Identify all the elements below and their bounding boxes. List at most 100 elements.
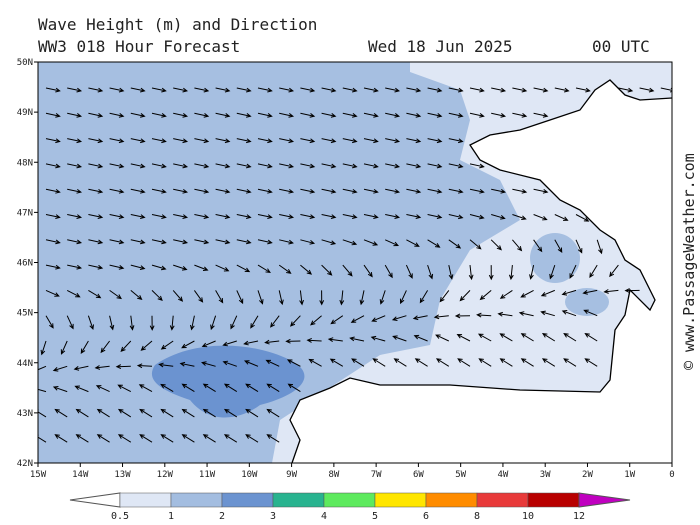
wave-arrow: [194, 264, 209, 271]
wave-arrow: [469, 188, 485, 194]
wave-arrow: [363, 214, 379, 219]
wave-arrow: [151, 87, 167, 93]
wave-arrow: [245, 383, 259, 393]
wave-arrow: [117, 408, 132, 418]
wave-arrow: [45, 315, 54, 329]
wave-arrow: [596, 239, 603, 255]
sea-patch: [530, 233, 580, 283]
title: Wave Height (m) and Direction: [38, 15, 317, 34]
wave-arrow: [393, 358, 407, 367]
lon-label: 8W: [328, 470, 339, 480]
wave-arrow: [130, 188, 146, 194]
wave-arrow: [350, 315, 365, 323]
wave-arrow: [518, 311, 534, 317]
lon-label: 3W: [540, 470, 551, 480]
sea-patch: [565, 288, 609, 316]
wave-arrow: [117, 434, 132, 443]
wave-arrow: [173, 239, 189, 245]
wave-arrow: [319, 290, 325, 306]
wave-arrow: [202, 408, 216, 418]
wave-arrow: [279, 87, 295, 93]
colorbar-label: 3: [270, 511, 276, 522]
wave-arrow: [109, 188, 125, 194]
wave-arrow: [385, 112, 401, 118]
wave-arrow: [222, 360, 237, 367]
wave-arrow: [140, 340, 153, 351]
wave-arrow: [469, 87, 485, 93]
wave-arrow: [406, 188, 422, 194]
colorbar-segment: [527, 492, 580, 508]
wave-arrow: [300, 112, 316, 118]
wave-arrow: [38, 365, 47, 371]
wave-arrow: [584, 358, 598, 367]
wave-arrow: [342, 163, 358, 169]
wave-arrow: [202, 434, 216, 443]
wave-arrow: [67, 163, 83, 169]
wave-arrow: [321, 87, 337, 93]
wave-arrow: [413, 334, 428, 342]
wave-arrow: [266, 434, 280, 443]
wave-arrow: [173, 188, 189, 194]
wave-arrow: [230, 315, 238, 330]
wave-arrow: [130, 87, 146, 93]
wave-arrow: [448, 87, 464, 93]
wave-arrow: [512, 214, 527, 221]
wave-arrow: [289, 315, 301, 327]
wave-arrow: [236, 87, 252, 93]
wave-arrow: [554, 87, 570, 93]
wave-arrow: [158, 362, 174, 368]
wave-arrow: [406, 214, 422, 219]
wave-arrow: [130, 239, 146, 245]
wave-arrow: [215, 188, 231, 194]
lon-label: 15W: [30, 470, 47, 480]
wave-arrow: [222, 340, 237, 347]
wave-arrow: [194, 188, 210, 194]
wave-arrow: [372, 358, 386, 367]
wave-arrow: [160, 408, 174, 418]
wave-arrow: [109, 138, 125, 144]
wave-arrow: [88, 214, 104, 219]
wave-arrow: [94, 365, 110, 370]
wave-arrow: [477, 333, 492, 342]
wave-arrow: [193, 290, 204, 303]
wave-arrow: [67, 239, 83, 245]
wave-arrow: [363, 163, 379, 169]
wave-arrow: [497, 311, 513, 317]
wave-arrow: [109, 315, 115, 331]
wave-arrow: [583, 309, 598, 317]
wave-arrow: [88, 163, 104, 169]
wave-arrow: [257, 138, 273, 144]
wave-arrow: [88, 188, 104, 194]
wave-arrow: [266, 383, 280, 393]
wave-arrow: [427, 87, 443, 93]
wave-arrow: [172, 290, 184, 302]
wave-arrow: [529, 264, 535, 280]
wave-arrow: [45, 188, 61, 194]
wave-arrow: [609, 264, 619, 278]
wave-arrow: [181, 383, 195, 393]
colorbar-label: 0.5: [111, 511, 129, 522]
lon-label: 10W: [241, 470, 258, 480]
wave-arrow: [215, 239, 231, 245]
wave-arrow: [173, 87, 189, 93]
wave-arrow: [512, 188, 528, 194]
wave-arrow: [223, 408, 238, 418]
wave-arrow: [266, 408, 280, 418]
wave-arrow: [321, 138, 337, 144]
wave-arrow: [448, 138, 464, 144]
wave-arrow: [342, 87, 358, 93]
wave-arrow: [45, 289, 60, 297]
wave-arrow: [639, 87, 655, 93]
wave-arrow: [575, 214, 590, 222]
wave-arrow: [66, 315, 74, 330]
wave-arrow: [427, 112, 443, 118]
wave-arrow: [173, 163, 189, 169]
sea-high: [151, 345, 305, 418]
lon-label: 12W: [157, 470, 174, 480]
wave-arrow: [202, 383, 216, 393]
wave-arrow: [589, 264, 598, 279]
wave-arrow: [67, 264, 83, 270]
wave-arrow: [327, 337, 343, 343]
arrows: [38, 87, 672, 443]
